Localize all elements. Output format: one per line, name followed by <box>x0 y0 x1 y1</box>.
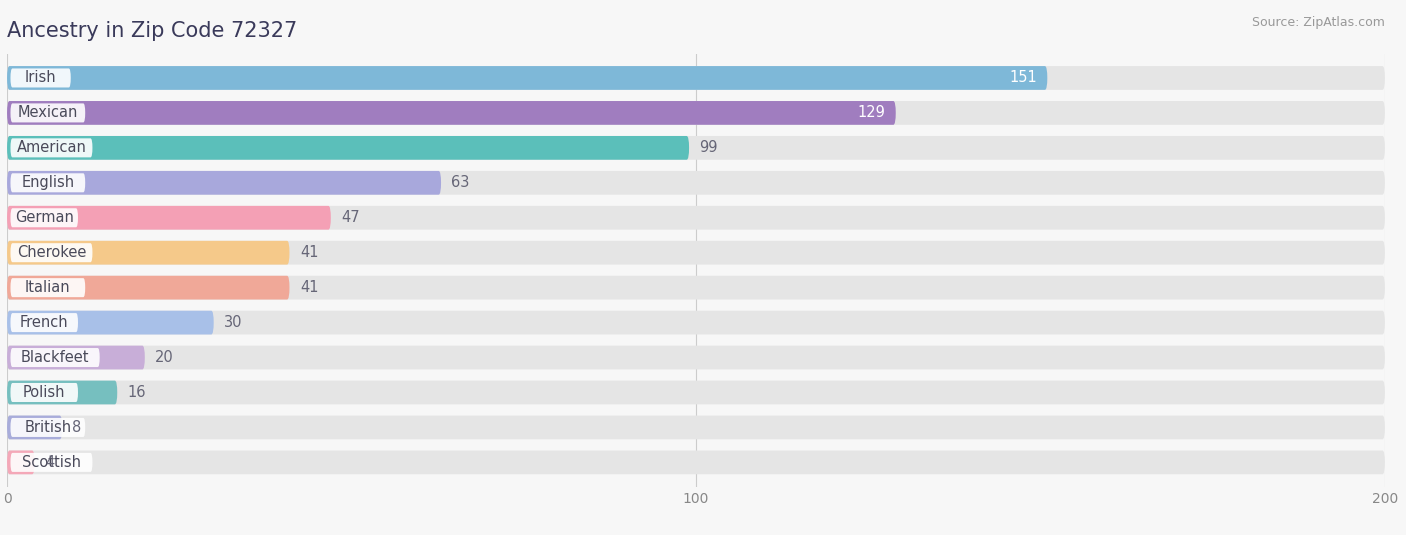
FancyBboxPatch shape <box>7 136 1385 160</box>
FancyBboxPatch shape <box>7 171 1385 195</box>
FancyBboxPatch shape <box>7 276 1385 300</box>
FancyBboxPatch shape <box>10 243 93 262</box>
FancyBboxPatch shape <box>7 380 117 404</box>
FancyBboxPatch shape <box>7 66 1385 90</box>
Text: Scottish: Scottish <box>22 455 82 470</box>
FancyBboxPatch shape <box>7 241 290 265</box>
FancyBboxPatch shape <box>10 348 100 367</box>
Text: 4: 4 <box>45 455 55 470</box>
FancyBboxPatch shape <box>7 450 35 474</box>
FancyBboxPatch shape <box>7 380 1385 404</box>
Text: Source: ZipAtlas.com: Source: ZipAtlas.com <box>1251 16 1385 29</box>
FancyBboxPatch shape <box>7 66 1047 90</box>
FancyBboxPatch shape <box>10 173 86 192</box>
Text: Mexican: Mexican <box>18 105 79 120</box>
FancyBboxPatch shape <box>10 383 77 402</box>
FancyBboxPatch shape <box>7 276 290 300</box>
Text: 41: 41 <box>299 245 318 260</box>
Text: 20: 20 <box>155 350 174 365</box>
Text: 8: 8 <box>73 420 82 435</box>
Text: 16: 16 <box>128 385 146 400</box>
Text: Italian: Italian <box>25 280 70 295</box>
Text: English: English <box>21 175 75 190</box>
Text: Cherokee: Cherokee <box>17 245 86 260</box>
Text: 30: 30 <box>224 315 243 330</box>
FancyBboxPatch shape <box>7 241 1385 265</box>
FancyBboxPatch shape <box>7 101 896 125</box>
FancyBboxPatch shape <box>10 68 70 87</box>
FancyBboxPatch shape <box>10 313 77 332</box>
Text: 129: 129 <box>858 105 886 120</box>
Text: 151: 151 <box>1010 71 1038 86</box>
FancyBboxPatch shape <box>7 136 689 160</box>
Text: Polish: Polish <box>22 385 66 400</box>
FancyBboxPatch shape <box>10 208 77 227</box>
Text: French: French <box>20 315 69 330</box>
Text: 47: 47 <box>342 210 360 225</box>
Text: 41: 41 <box>299 280 318 295</box>
FancyBboxPatch shape <box>7 450 1385 474</box>
Text: Ancestry in Zip Code 72327: Ancestry in Zip Code 72327 <box>7 21 297 41</box>
Text: British: British <box>24 420 72 435</box>
FancyBboxPatch shape <box>7 311 1385 334</box>
FancyBboxPatch shape <box>7 206 330 230</box>
FancyBboxPatch shape <box>10 139 93 157</box>
Text: Blackfeet: Blackfeet <box>21 350 90 365</box>
Text: Irish: Irish <box>25 71 56 86</box>
FancyBboxPatch shape <box>7 206 1385 230</box>
Text: 99: 99 <box>699 140 718 155</box>
FancyBboxPatch shape <box>7 346 145 370</box>
FancyBboxPatch shape <box>10 103 86 123</box>
FancyBboxPatch shape <box>10 453 93 472</box>
FancyBboxPatch shape <box>10 278 86 297</box>
FancyBboxPatch shape <box>7 416 1385 439</box>
FancyBboxPatch shape <box>7 346 1385 370</box>
Text: 63: 63 <box>451 175 470 190</box>
FancyBboxPatch shape <box>10 418 86 437</box>
FancyBboxPatch shape <box>7 416 62 439</box>
FancyBboxPatch shape <box>7 101 1385 125</box>
FancyBboxPatch shape <box>7 311 214 334</box>
Text: German: German <box>15 210 73 225</box>
Text: American: American <box>17 140 86 155</box>
FancyBboxPatch shape <box>7 171 441 195</box>
